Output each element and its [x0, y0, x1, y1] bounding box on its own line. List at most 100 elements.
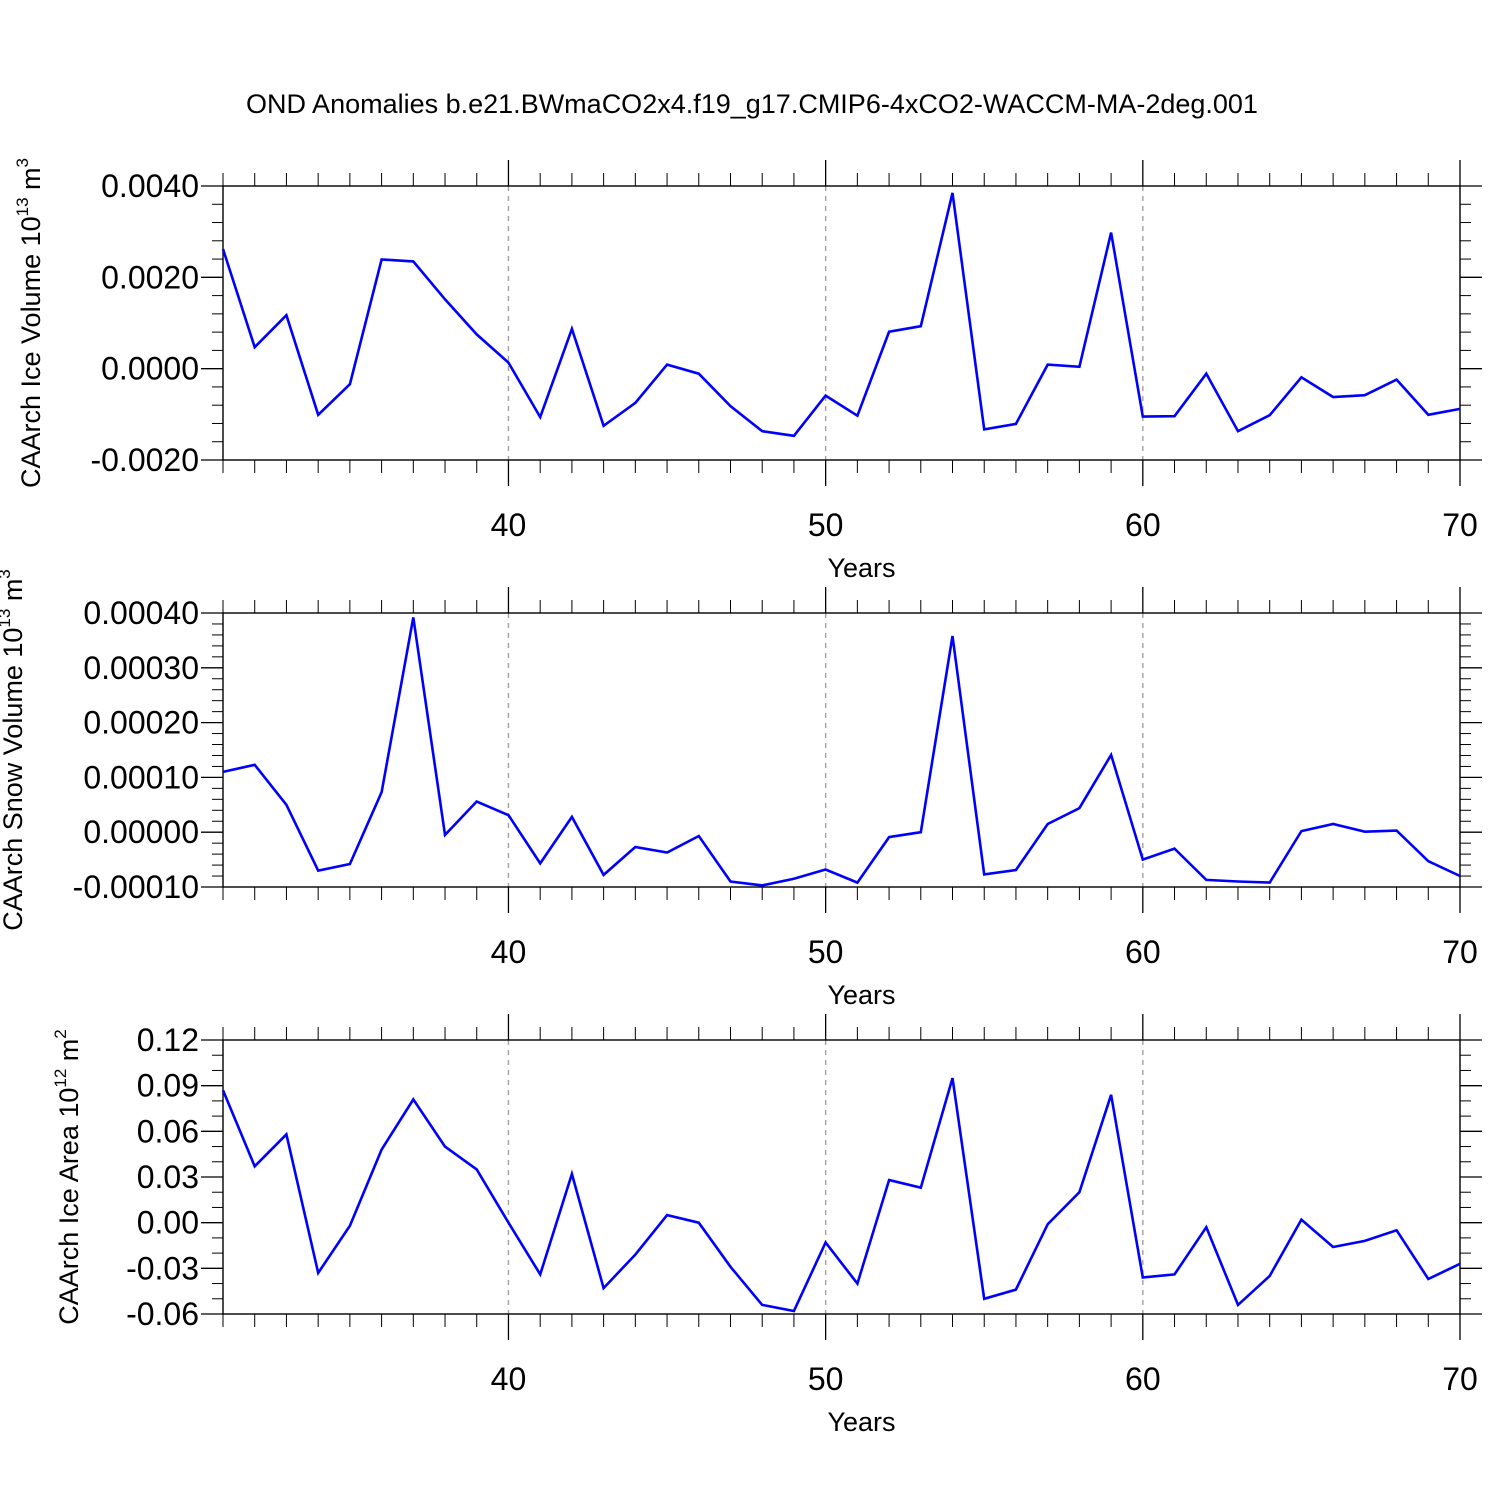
data-point	[602, 873, 606, 877]
y-tick-label: 0.00000	[83, 814, 199, 850]
data-point	[284, 1132, 288, 1136]
x-tick-label: 60	[1125, 934, 1161, 970]
data-point	[570, 327, 574, 331]
x-tick-label: 40	[491, 1361, 527, 1397]
data-point	[633, 1253, 637, 1257]
data-point	[1109, 753, 1113, 757]
y-axis-label-unit: m	[16, 167, 46, 197]
data-point	[633, 401, 637, 405]
data-point	[475, 332, 479, 336]
data-point	[1046, 1222, 1050, 1226]
x-tick-label: 70	[1442, 507, 1478, 543]
data-point	[1109, 231, 1113, 235]
y-tick-label: 0.0000	[101, 351, 199, 387]
x-tick-label: 50	[808, 507, 844, 543]
data-point	[728, 880, 732, 884]
data-point	[348, 862, 352, 866]
x-tick-label: 60	[1125, 1361, 1161, 1397]
data-point	[538, 861, 542, 865]
data-point	[506, 1221, 510, 1225]
chart-title: OND Anomalies b.e21.BWmaCO2x4.f19_g17.CM…	[246, 89, 1258, 119]
data-point	[697, 1221, 701, 1225]
data-point	[919, 830, 923, 834]
series-line	[221, 1077, 1461, 1313]
data-point	[1204, 372, 1208, 376]
data-point	[1014, 868, 1018, 872]
data-point	[760, 883, 764, 887]
data-point	[443, 833, 447, 837]
data-point	[1077, 1190, 1081, 1194]
data-point	[506, 813, 510, 817]
x-tick-label: 50	[808, 1361, 844, 1397]
plot-frame	[222, 612, 1461, 888]
data-point	[443, 297, 447, 301]
series-line	[222, 617, 1461, 887]
data-point	[1426, 413, 1430, 417]
y-axis-label-unit-exponent: 2	[51, 1029, 70, 1038]
y-axis-label-text: CAArch Snow Volume 10	[0, 628, 28, 931]
data-point	[855, 1282, 859, 1286]
data-point	[1331, 395, 1335, 399]
data-point	[1077, 806, 1081, 810]
data-point	[284, 313, 288, 317]
data-point	[1363, 1239, 1367, 1243]
data-point	[1458, 407, 1462, 411]
data-point	[1268, 1274, 1272, 1278]
data-point	[1204, 1225, 1208, 1229]
data-point	[760, 1303, 764, 1307]
y-axis-label-unit: m	[54, 1039, 84, 1069]
data-point	[982, 872, 986, 876]
data-point	[411, 259, 415, 263]
data-point	[1268, 881, 1272, 885]
x-tick-label: 70	[1442, 1361, 1478, 1397]
data-point	[570, 1172, 574, 1176]
data-point	[1299, 1218, 1303, 1222]
x-tick-label: 60	[1125, 507, 1161, 543]
data-point	[570, 815, 574, 819]
data-point	[506, 361, 510, 365]
data-point	[919, 324, 923, 328]
y-tick-label: 0.03	[137, 1159, 199, 1195]
data-point	[951, 634, 955, 638]
data-point	[221, 247, 225, 251]
data-point	[1236, 1303, 1240, 1307]
data-point	[1331, 1245, 1335, 1249]
plot-frame	[222, 185, 1461, 461]
data-point	[1268, 413, 1272, 417]
x-tick-label: 50	[808, 934, 844, 970]
data-point	[824, 1240, 828, 1244]
y-tick-label: 0.00020	[83, 705, 199, 741]
data-point	[792, 434, 796, 438]
data-point	[1141, 858, 1145, 862]
data-point	[697, 834, 701, 838]
data-point	[348, 382, 352, 386]
y-tick-label: 0.09	[137, 1068, 199, 1104]
series-line	[221, 192, 1461, 438]
data-point	[824, 394, 828, 398]
data-point	[253, 763, 257, 767]
data-point	[1014, 1288, 1018, 1292]
y-axis-label: CAArch Ice Area 1012 m2	[51, 1029, 84, 1325]
data-point	[602, 1286, 606, 1290]
data-point	[443, 1145, 447, 1149]
data-point	[1363, 393, 1367, 397]
y-tick-label: -0.06	[126, 1296, 199, 1332]
y-tick-label: 0.00010	[83, 759, 199, 795]
data-point	[697, 372, 701, 376]
y-axis-label-exponent: 13	[0, 609, 14, 628]
y-tick-label: 0.0020	[101, 259, 199, 295]
data-point	[380, 258, 384, 262]
y-tick-label: -0.03	[126, 1250, 199, 1286]
data-point	[1426, 1277, 1430, 1281]
data-point	[1109, 1093, 1113, 1097]
data-point	[665, 850, 669, 854]
data-point	[824, 867, 828, 871]
y-axis-label-text: CAArch Ice Volume 10	[16, 216, 46, 488]
data-point	[316, 869, 320, 873]
data-point	[253, 1164, 257, 1168]
data-point	[887, 1178, 891, 1182]
data-point	[1331, 822, 1335, 826]
data-point	[221, 770, 225, 774]
panel-ice-area: -0.06 -0.03 0.00 0.03 0.06 0.09 0.12 40 50 60 70 Ye…	[51, 1014, 1482, 1437]
